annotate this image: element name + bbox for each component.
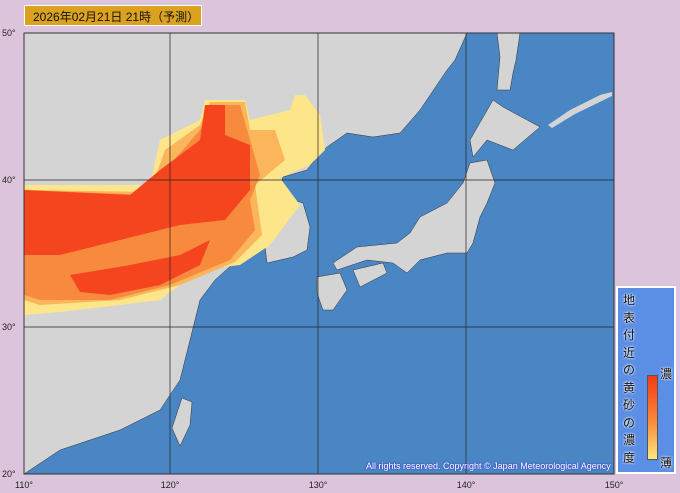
lat-label-30: 30° xyxy=(2,322,16,332)
hokkaido xyxy=(469,99,541,158)
honshu xyxy=(332,159,496,274)
taiwan xyxy=(171,397,193,447)
asia-mainland xyxy=(24,33,468,474)
sakhalin xyxy=(496,33,521,91)
lat-label-20: 20° xyxy=(2,469,16,479)
legend-low-label: 薄 xyxy=(660,456,673,470)
lon-label-130: 130° xyxy=(308,480,328,490)
graticule xyxy=(24,33,614,474)
legend-title: 地表付近の黄砂の濃度 xyxy=(623,293,636,465)
kyushu xyxy=(316,272,348,311)
copyright-notice: All rights reserved. Copyright © Japan M… xyxy=(366,461,611,471)
lat-label-40: 40° xyxy=(2,175,16,185)
lat-label-50: 50° xyxy=(2,28,16,38)
legend: 地表付近の黄砂の濃度 濃 薄 xyxy=(616,286,676,474)
lon-label-140: 140° xyxy=(456,480,476,490)
forecast-time-banner: 2026年02月21日 21時（予測） xyxy=(24,5,202,26)
lon-label-150: 150° xyxy=(604,480,624,490)
forecast-time: 2026年02月21日 21時（予測） xyxy=(33,10,200,24)
lon-label-110: 110° xyxy=(15,480,33,490)
kuril-islands xyxy=(548,92,612,128)
dust-high xyxy=(24,105,250,255)
legend-color-bar xyxy=(647,375,658,460)
lon-label-120: 120° xyxy=(160,480,180,490)
dust-high-south xyxy=(70,240,210,295)
shikoku xyxy=(352,262,388,288)
legend-high-label: 濃 xyxy=(660,367,673,381)
